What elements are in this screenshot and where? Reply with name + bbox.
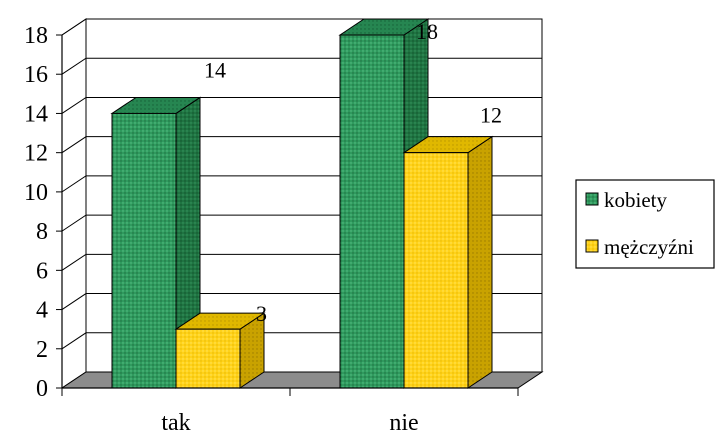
- legend-box: [575, 179, 715, 269]
- legend-swatch-kobiety: [585, 192, 599, 206]
- bar-front: [111, 112, 177, 389]
- legend-label-kobiety: kobiety: [604, 188, 667, 212]
- bar-front: [175, 328, 241, 389]
- side-wall: [61, 18, 87, 389]
- bar-front: [403, 152, 469, 389]
- y-tick-label: 16: [24, 62, 48, 88]
- data-label: 14: [204, 57, 226, 82]
- y-tick-label: 0: [36, 376, 48, 402]
- data-label: 3: [256, 301, 267, 326]
- legend-swatch-mezczyzni: [585, 239, 599, 253]
- bar-mężczyźni-nie: [402, 135, 494, 389]
- data-label: 18: [416, 19, 438, 44]
- y-tick-label: 12: [24, 141, 48, 167]
- y-tick-label: 18: [24, 23, 48, 49]
- data-label: 12: [480, 103, 502, 128]
- y-tick-label: 6: [36, 258, 48, 284]
- y-axis: 0 2 4 6 8 10 12 14 16 18: [24, 23, 63, 402]
- bar-front: [339, 34, 405, 389]
- y-tick-label: 14: [24, 101, 48, 127]
- legend-label-mezczyzni: mężczyźni: [604, 235, 694, 259]
- data-labels: 14 3 18 12: [204, 19, 502, 326]
- legend: kobiety mężczyźni: [575, 179, 715, 269]
- bar-kobiety-tak: [110, 96, 202, 389]
- y-tick-label: 8: [36, 219, 48, 245]
- y-tick-label: 10: [24, 180, 48, 206]
- y-tick-label: 2: [36, 337, 48, 363]
- x-axis: tak nie: [61, 387, 519, 435]
- y-tick-label: 4: [36, 298, 48, 324]
- x-tick-label-nie: nie: [389, 410, 418, 435]
- bar-mężczyźni-tak: [174, 312, 266, 389]
- bars: [110, 18, 494, 389]
- x-tick-label-tak: tak: [161, 410, 190, 435]
- bar-side: [467, 135, 493, 389]
